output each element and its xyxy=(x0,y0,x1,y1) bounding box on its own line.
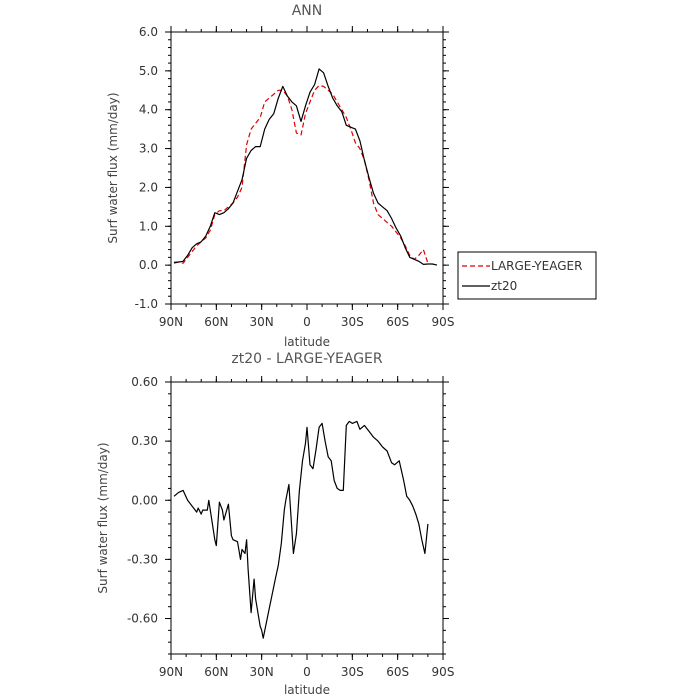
series-line-large-yeager xyxy=(173,84,429,264)
y-tick-label: 6.0 xyxy=(139,25,158,39)
chart-title: ANN xyxy=(292,3,323,19)
y-tick-label: 0.30 xyxy=(131,434,158,448)
y-axis-label: Surf water flux (mm/day) xyxy=(96,442,110,593)
legend-label-zt20: zt20 xyxy=(491,279,517,293)
x-tick-label: 90S xyxy=(432,665,455,679)
x-tick-label: 60N xyxy=(204,315,228,329)
x-tick-label: 30N xyxy=(250,665,274,679)
y-ticks: -0.60 -0.30 0.00 0.30 0.60 xyxy=(127,375,449,655)
plot-frame xyxy=(170,31,444,305)
x-tick-label: 60S xyxy=(386,665,409,679)
x-tick-label: 90S xyxy=(432,315,455,329)
y-tick-label: 3.0 xyxy=(139,142,158,156)
x-ticks: 90N 60N 30N 0 30S 60S 90S xyxy=(159,26,455,329)
y-tick-label: 5.0 xyxy=(139,64,158,78)
x-tick-label: 60N xyxy=(204,665,228,679)
chart-top: ANN -1.0 0.0 1.0 2.0 3.0 4.0 5.0 6.0 90N 60N 30N 0… xyxy=(106,3,454,349)
legend-box xyxy=(457,251,597,300)
chart-title: zt20 - LARGE-YEAGER xyxy=(231,351,383,367)
x-tick-label: 30S xyxy=(341,315,364,329)
y-tick-label: 0.0 xyxy=(139,258,158,272)
series-line-zt20 xyxy=(173,68,438,266)
series-lines xyxy=(173,420,429,639)
chart-bottom: zt20 - LARGE-YEAGER -0.60 -0.30 0.00 0.30 0.… xyxy=(96,351,454,697)
y-axis-label: Surf water flux (mm/day) xyxy=(106,92,120,243)
y-tick-label: 2.0 xyxy=(139,180,158,194)
y-tick-label: 0.00 xyxy=(131,493,158,507)
x-axis-label: latitude xyxy=(284,683,330,697)
x-tick-label: 30N xyxy=(250,315,274,329)
legend-label-large-yeager: LARGE-YEAGER xyxy=(491,259,582,273)
series-line xyxy=(173,420,429,639)
x-tick-label: 60S xyxy=(386,315,409,329)
y-tick-label: -1.0 xyxy=(135,297,158,311)
legend: LARGE-YEAGER zt20 xyxy=(457,251,597,300)
y-tick-label: -0.60 xyxy=(127,612,158,626)
series-lines xyxy=(173,68,438,266)
y-tick-label: -0.30 xyxy=(127,552,158,566)
y-ticks: -1.0 0.0 1.0 2.0 3.0 4.0 5.0 6.0 xyxy=(135,25,449,311)
y-tick-label: 0.60 xyxy=(131,375,158,389)
x-axis-label: latitude xyxy=(284,335,330,349)
x-tick-label: 0 xyxy=(303,315,311,329)
x-tick-label: 0 xyxy=(303,665,311,679)
x-tick-label: 90N xyxy=(159,665,183,679)
x-ticks: 90N 60N 30N 0 30S 60S 90S xyxy=(159,376,455,679)
x-tick-label: 30S xyxy=(341,665,364,679)
y-tick-label: 4.0 xyxy=(139,103,158,117)
y-tick-label: 1.0 xyxy=(139,219,158,233)
x-tick-label: 90N xyxy=(159,315,183,329)
